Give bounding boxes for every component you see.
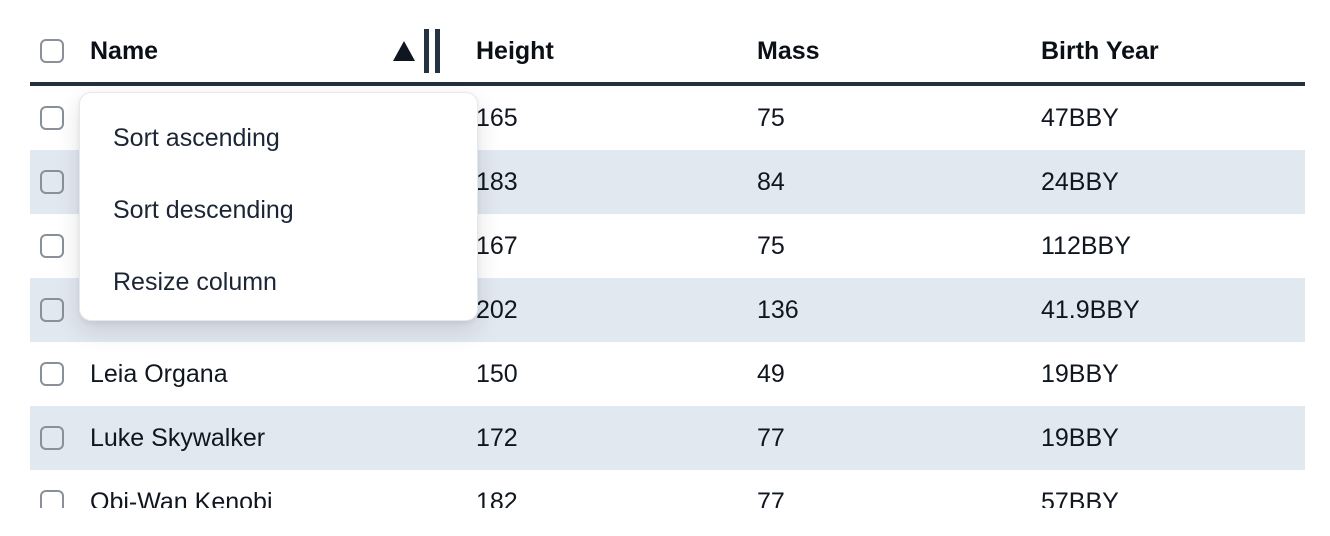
cell-mass: 75 [757, 103, 785, 132]
column-menu-popup: Sort ascending Sort descending Resize co… [79, 92, 478, 321]
row-checkbox[interactable] [40, 362, 64, 386]
row-checkbox[interactable] [40, 234, 64, 258]
cell-mass: 75 [757, 231, 785, 260]
column-header-birth-year[interactable]: Birth Year [1041, 36, 1159, 65]
row-checkbox[interactable] [40, 106, 64, 130]
table-header-row: Name Height Mass Birth Year [30, 0, 1305, 86]
row-checkbox[interactable] [40, 298, 64, 322]
cell-height: 150 [476, 359, 518, 388]
cell-mass: 84 [757, 167, 785, 196]
table-row[interactable]: Luke Skywalker 172 77 19BBY [30, 406, 1305, 470]
menu-item-sort-ascending[interactable]: Sort ascending [113, 123, 280, 152]
cell-birth-year: 47BBY [1041, 103, 1119, 132]
cell-mass: 77 [757, 487, 785, 509]
cell-height: 202 [476, 295, 518, 324]
cell-mass: 136 [757, 295, 799, 324]
column-header-mass[interactable]: Mass [757, 36, 820, 65]
select-all-cell [30, 39, 78, 63]
cell-name: Obi-Wan Kenobi [90, 487, 273, 509]
cell-birth-year: 57BBY [1041, 487, 1119, 509]
column-resize-handle-icon[interactable] [424, 29, 440, 73]
sort-ascending-icon [393, 41, 415, 61]
table-row[interactable]: Obi-Wan Kenobi 182 77 57BBY [30, 470, 1305, 508]
row-checkbox[interactable] [40, 170, 64, 194]
cell-mass: 77 [757, 423, 785, 452]
cell-name: Leia Organa [90, 359, 228, 388]
column-header-name[interactable]: Name [78, 20, 458, 82]
row-checkbox[interactable] [40, 490, 64, 508]
cell-height: 165 [476, 103, 518, 132]
cell-birth-year: 41.9BBY [1041, 295, 1140, 324]
table-row[interactable]: Leia Organa 150 49 19BBY [30, 342, 1305, 406]
menu-item-resize-column[interactable]: Resize column [113, 267, 277, 296]
cell-mass: 49 [757, 359, 785, 388]
cell-height: 172 [476, 423, 518, 452]
cell-height: 183 [476, 167, 518, 196]
cell-birth-year: 19BBY [1041, 359, 1119, 388]
column-header-height[interactable]: Height [476, 36, 554, 65]
menu-item-sort-descending[interactable]: Sort descending [113, 195, 294, 224]
cell-birth-year: 24BBY [1041, 167, 1119, 196]
cell-birth-year: 112BBY [1041, 231, 1131, 260]
column-header-name-label: Name [90, 36, 159, 65]
cell-birth-year: 19BBY [1041, 423, 1119, 452]
cell-height: 167 [476, 231, 518, 260]
select-all-checkbox[interactable] [40, 39, 64, 63]
cell-height: 182 [476, 487, 518, 509]
cell-name: Luke Skywalker [90, 423, 266, 452]
row-checkbox[interactable] [40, 426, 64, 450]
